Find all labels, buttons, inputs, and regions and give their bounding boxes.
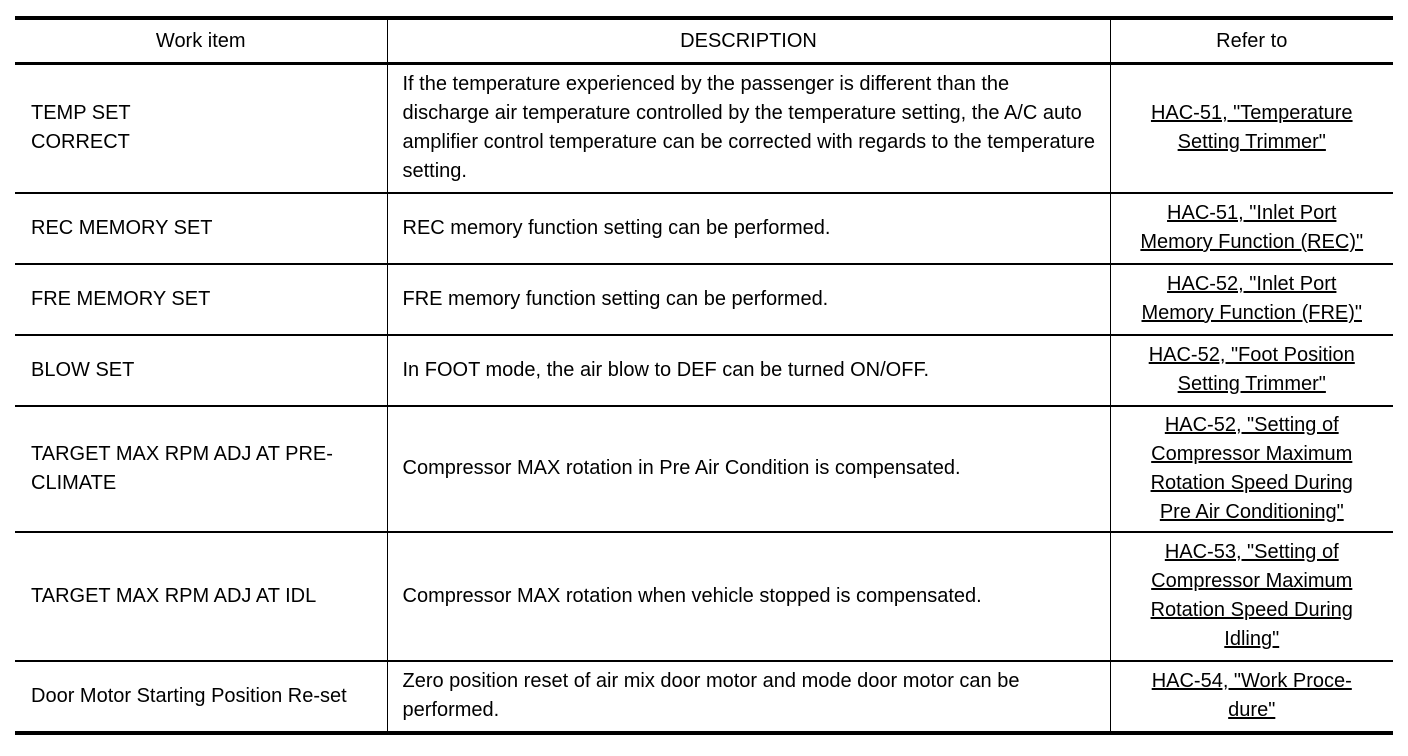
refer-link[interactable]: Setting Trimmer": [1177, 373, 1326, 395]
work-item-cell: TARGET MAX RPM ADJ AT IDL: [15, 531, 388, 662]
description-cell: Compressor MAX rotation in Pre Air Condi…: [386, 405, 1111, 533]
work-item-cell: BLOW SET: [15, 334, 388, 407]
work-item-label: REC MEMORY SET: [31, 216, 213, 239]
description-cell: FRE memory function setting can be perfo…: [386, 263, 1111, 336]
refer-link[interactable]: Compressor Maximum: [1151, 570, 1353, 592]
refer-link[interactable]: Setting Trimmer": [1177, 131, 1326, 154]
work-item-label: BLOW SET: [31, 358, 135, 381]
work-item-cell: REC MEMORY SET: [15, 192, 388, 265]
refer-to-cell: HAC-51, "Temperature Setting Trimmer": [1109, 63, 1393, 194]
refer-to-cell: HAC-52, "Setting of Compressor Maximum Rot…: [1109, 405, 1393, 533]
refer-link[interactable]: Compressor Maximum: [1151, 442, 1353, 465]
refer-to-cell: HAC-53, "Setting of Compressor Maximum Rot…: [1109, 531, 1393, 662]
table-row: REC MEMORY SET REC memory function settin…: [15, 192, 1393, 265]
table-row: TARGET MAX RPM ADJ AT PRE-CLIMATE Compres…: [15, 405, 1393, 533]
description-cell: In FOOT mode, the air blow to DEF can be…: [386, 334, 1111, 407]
work-item-cell: TARGET MAX RPM ADJ AT PRE-CLIMATE: [15, 405, 388, 533]
description-cell: If the temperature experienced by the pa…: [386, 63, 1111, 194]
refer-link[interactable]: HAC-52, "Foot Position: [1148, 344, 1355, 366]
table-row: TARGET MAX RPM ADJ AT IDL Compressor MAX …: [15, 531, 1393, 662]
refer-link[interactable]: Memory Function (REC)": [1140, 231, 1364, 253]
work-item-label: FRE MEMORY SET: [31, 287, 211, 310]
refer-to-cell: HAC-51, "Inlet Port Memory Function (REC)…: [1109, 192, 1393, 265]
header-work-item: Work item: [15, 18, 388, 65]
table-row: FRE MEMORY SET FRE memory function settin…: [15, 263, 1393, 336]
header-description: DESCRIPTION: [386, 18, 1111, 65]
refer-link[interactable]: HAC-51, "Inlet Port: [1167, 202, 1337, 224]
description-cell: REC memory function setting can be perfo…: [386, 192, 1111, 265]
refer-link[interactable]: Idling": [1224, 628, 1280, 650]
header-refer-to: Refer to: [1109, 18, 1393, 65]
work-item-table: Work item DESCRIPTION Refer to TEMP SET …: [15, 16, 1393, 735]
work-item-cell: FRE MEMORY SET: [15, 263, 388, 336]
work-item-label: Door Motor Starting Position Re-set: [31, 684, 347, 707]
work-item-label: TARGET MAX RPM ADJ AT IDL: [31, 584, 317, 607]
refer-link[interactable]: Memory Function (FRE)": [1141, 302, 1362, 324]
refer-link[interactable]: HAC-51, "Temperature: [1150, 102, 1353, 125]
work-item-label: TEMP SET CORRECT: [31, 102, 131, 154]
description-cell: Compressor MAX rotation when vehicle sto…: [386, 531, 1111, 662]
refer-to-cell: HAC-52, "Inlet Port Memory Function (FRE)…: [1109, 263, 1393, 336]
refer-link[interactable]: HAC-54, "Work Proce-: [1151, 670, 1352, 692]
refer-link[interactable]: dure": [1228, 699, 1276, 721]
work-item-cell: Door Motor Starting Position Re-set: [15, 660, 388, 735]
header-row: Work item DESCRIPTION Refer to: [15, 18, 1393, 65]
refer-link[interactable]: Pre Air Conditioning": [1159, 500, 1344, 523]
refer-link[interactable]: HAC-53, "Setting of: [1164, 541, 1339, 563]
refer-link[interactable]: Rotation Speed During: [1150, 471, 1353, 494]
work-item-cell: TEMP SET CORRECT: [15, 63, 388, 194]
refer-to-cell: HAC-52, "Foot Position Setting Trimmer": [1109, 334, 1393, 407]
table-row: TEMP SET CORRECT If the temperature exper…: [15, 63, 1393, 194]
refer-link[interactable]: HAC-52, "Setting of: [1164, 413, 1339, 436]
description-cell: Zero position reset of air mix door moto…: [386, 660, 1111, 735]
work-item-label: TARGET MAX RPM ADJ AT PRE-CLIMATE: [31, 442, 333, 494]
refer-link[interactable]: Rotation Speed During: [1150, 599, 1353, 621]
table-row: BLOW SET In FOOT mode, the air blow to DE…: [15, 334, 1393, 407]
refer-link[interactable]: HAC-52, "Inlet Port: [1167, 273, 1337, 295]
refer-to-cell: HAC-54, "Work Proce-dure": [1109, 660, 1393, 735]
table-row: Door Motor Starting Position Re-set Zero …: [15, 660, 1393, 735]
